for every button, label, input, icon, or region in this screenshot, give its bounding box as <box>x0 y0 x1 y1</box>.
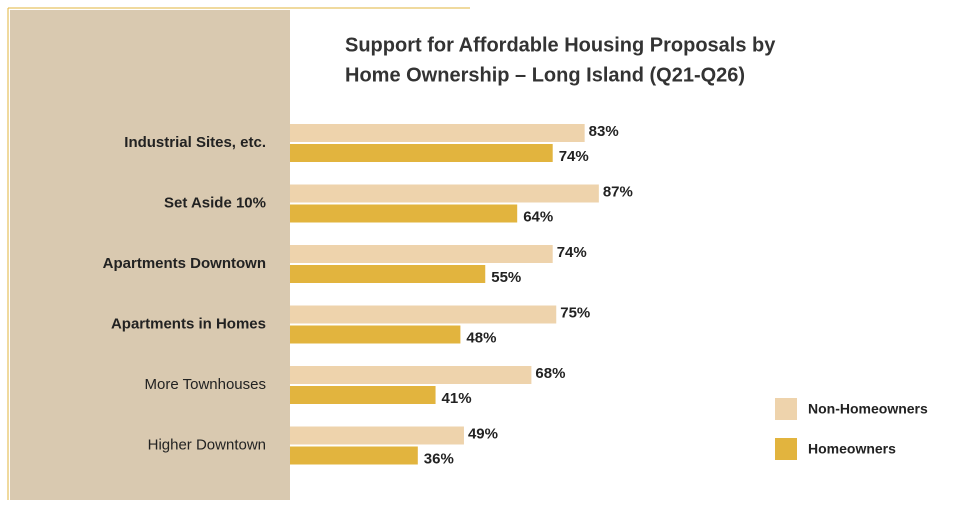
value-label: 68% <box>535 365 565 382</box>
value-label: 41% <box>442 390 472 407</box>
bar <box>290 124 585 142</box>
bar <box>290 446 418 465</box>
value-label: 87% <box>603 183 633 200</box>
value-label: 75% <box>560 304 590 321</box>
legend-swatch <box>775 438 797 460</box>
label-panel <box>10 10 290 500</box>
legend-swatch <box>775 398 797 420</box>
bar <box>290 426 464 445</box>
bar <box>290 184 599 203</box>
bar <box>290 325 461 344</box>
bar <box>290 386 436 404</box>
bar <box>290 366 532 384</box>
value-label: 55% <box>491 269 521 286</box>
bar <box>290 305 557 324</box>
value-label: 36% <box>424 450 454 467</box>
legend-label: Homeowners <box>808 441 896 457</box>
value-label: 74% <box>559 148 589 165</box>
legend-label: Non-Homeowners <box>808 401 928 417</box>
category-label: Higher Downtown <box>148 436 266 453</box>
bar <box>290 265 486 283</box>
value-label: 83% <box>589 123 619 140</box>
category-label: Apartments Downtown <box>103 255 266 272</box>
value-label: 48% <box>466 329 496 346</box>
value-label: 64% <box>523 208 553 225</box>
chart-title: Home Ownership – Long Island (Q21-Q26) <box>345 64 745 86</box>
chart-title: Support for Affordable Housing Proposals… <box>345 34 776 56</box>
category-label: Industrial Sites, etc. <box>124 134 266 151</box>
value-label: 74% <box>557 244 587 261</box>
value-label: 49% <box>468 425 498 442</box>
category-label: More Townhouses <box>145 376 266 393</box>
category-label: Set Aside 10% <box>164 194 266 211</box>
bar <box>290 204 518 223</box>
bar <box>290 245 553 263</box>
bar <box>290 144 553 162</box>
category-label: Apartments in Homes <box>111 315 266 332</box>
